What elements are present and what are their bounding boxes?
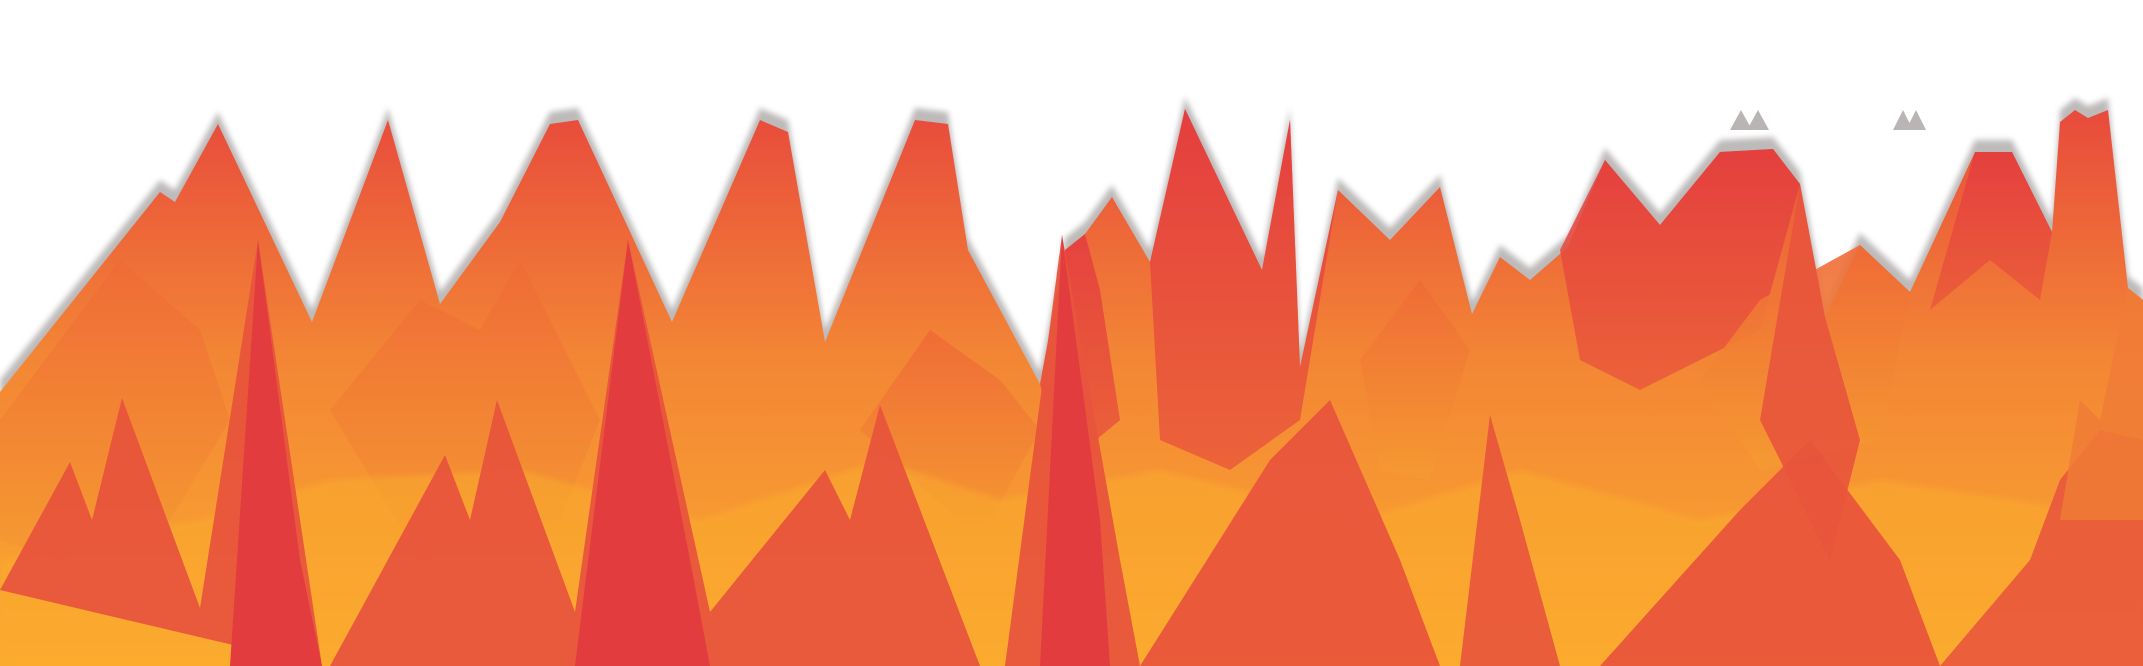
triangle-ornament-4 [1906,110,1926,130]
triangle-ornament-1 [1730,110,1752,130]
flame-front-layer [0,184,2143,666]
triangle-ornament-2 [1747,110,1769,130]
triangle-ornaments [1730,110,1926,130]
triangle-ornament-3 [1893,110,1913,130]
